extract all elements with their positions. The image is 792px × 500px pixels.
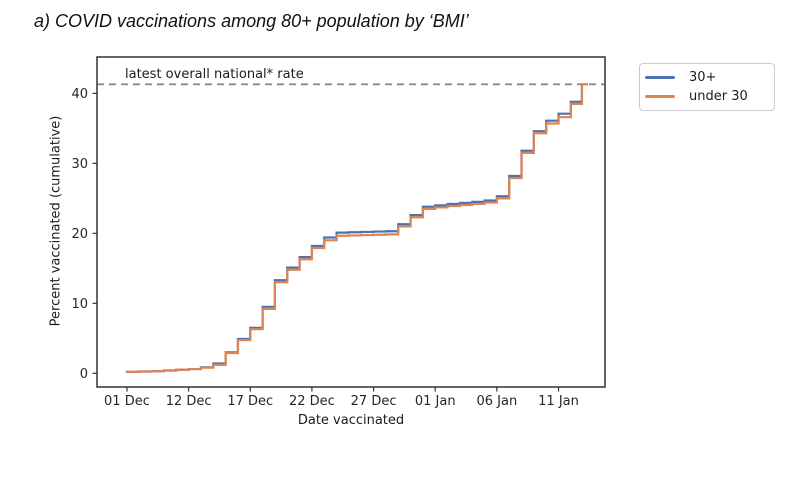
legend-item: 30+ [645,70,768,85]
y-tick-label: 10 [71,297,88,312]
reference-line-label: latest overall national* rate [125,67,304,82]
y-tick-label: 0 [80,367,88,382]
x-tick-label: 12 Dec [166,394,212,409]
x-tick-label: 17 Dec [227,394,273,409]
plot-frame [96,56,606,388]
chart-title: a) COVID vaccinations among 80+ populati… [34,11,469,31]
x-tick-label: 06 Jan [477,394,518,409]
x-tick-label: 01 Dec [104,394,150,409]
legend: 30+ under 30 [639,63,775,111]
legend-item-label: 30+ [689,70,717,85]
y-axis-label: Percent vaccinated (cumulative) [48,115,64,327]
x-tick-label: 01 Jan [415,394,456,409]
legend-item-label: under 30 [689,89,748,104]
x-tick-label: 11 Jan [538,394,579,409]
x-tick-label: 22 Dec [289,394,335,409]
series-line-30plus [125,83,588,373]
y-tick-label: 20 [71,227,88,242]
legend-item: under 30 [645,89,768,104]
legend-swatch-30plus [645,76,675,79]
x-tick-label: 27 Dec [351,394,397,409]
x-axis-label: Date vaccinated [297,413,405,428]
series-line-under30 [125,83,588,373]
y-tick-label: 30 [71,157,88,172]
legend-swatch-under30 [645,95,675,98]
y-tick-label: 40 [71,87,88,102]
